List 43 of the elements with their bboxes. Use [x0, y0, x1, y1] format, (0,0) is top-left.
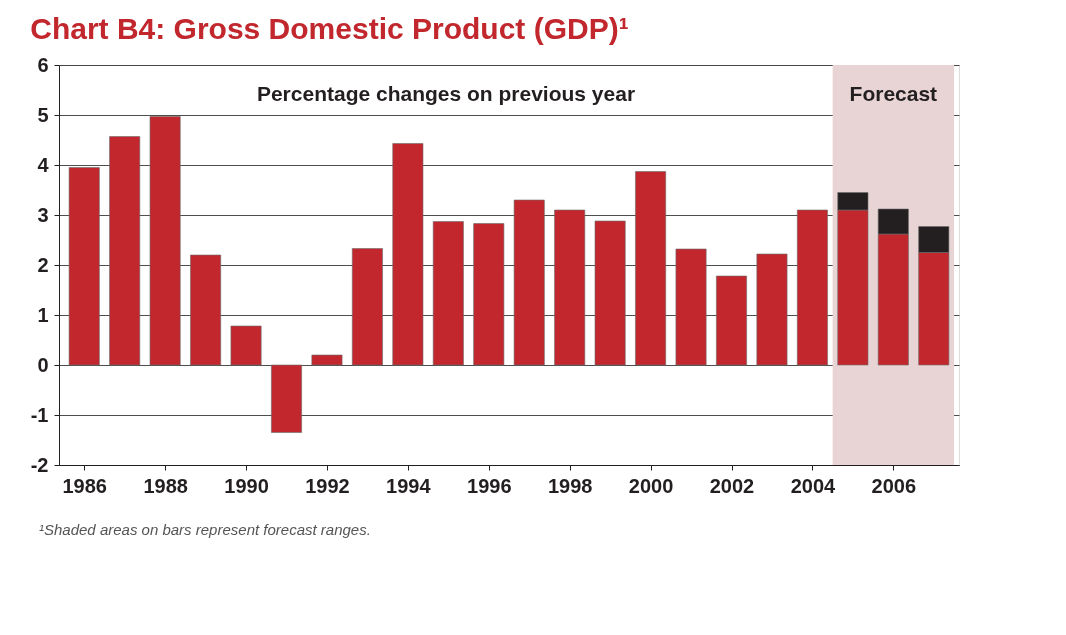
chart-title: Chart B4: Gross Domestic Product (GDP)¹ — [30, 12, 629, 45]
y-tick-label: 1 — [37, 303, 49, 326]
x-tick-label: 2002 — [709, 474, 755, 497]
x-tick-label: 1986 — [62, 474, 107, 497]
bar — [311, 354, 343, 366]
bar — [554, 209, 586, 366]
bar — [635, 171, 667, 366]
bar — [513, 199, 545, 366]
x-tick-label: 1994 — [386, 474, 432, 497]
bar — [716, 275, 747, 366]
text: ¹Shaded areas on bars represent forecast ranges. — [39, 521, 371, 538]
y-tick-label: 6 — [37, 53, 49, 76]
bar — [392, 143, 424, 366]
bar — [796, 209, 828, 366]
bar — [473, 223, 505, 366]
x-tick-label: 1998 — [547, 474, 593, 497]
y-tick-label: 5 — [37, 103, 49, 126]
bar — [351, 248, 383, 366]
text: Percentage changes on previous year — [256, 82, 636, 105]
x-tick-label: 2000 — [628, 474, 674, 497]
x-tick-label: 1996 — [467, 474, 512, 497]
bar — [109, 136, 141, 366]
band-label: Forecast — [849, 82, 938, 105]
x-tick-label: 1990 — [224, 474, 269, 497]
bar — [68, 167, 100, 366]
bar — [756, 253, 788, 366]
bar — [675, 248, 707, 366]
bar — [149, 116, 181, 366]
y-tick-label: 4 — [37, 153, 50, 176]
y-tick-label: -1 — [30, 403, 49, 426]
x-tick-label: 2006 — [871, 474, 917, 497]
bar — [230, 325, 262, 366]
bar — [432, 221, 464, 366]
y-tick-label: 3 — [37, 203, 49, 226]
bar — [594, 220, 626, 366]
x-tick-label: 2004 — [790, 474, 837, 497]
x-tick-label: 1988 — [143, 474, 188, 497]
y-tick-label: 0 — [37, 353, 49, 376]
y-tick-label: -2 — [30, 453, 49, 476]
x-tick-label: 1992 — [305, 474, 350, 497]
bar — [271, 364, 302, 433]
y-tick-label: 2 — [37, 253, 49, 276]
bar — [190, 254, 222, 366]
